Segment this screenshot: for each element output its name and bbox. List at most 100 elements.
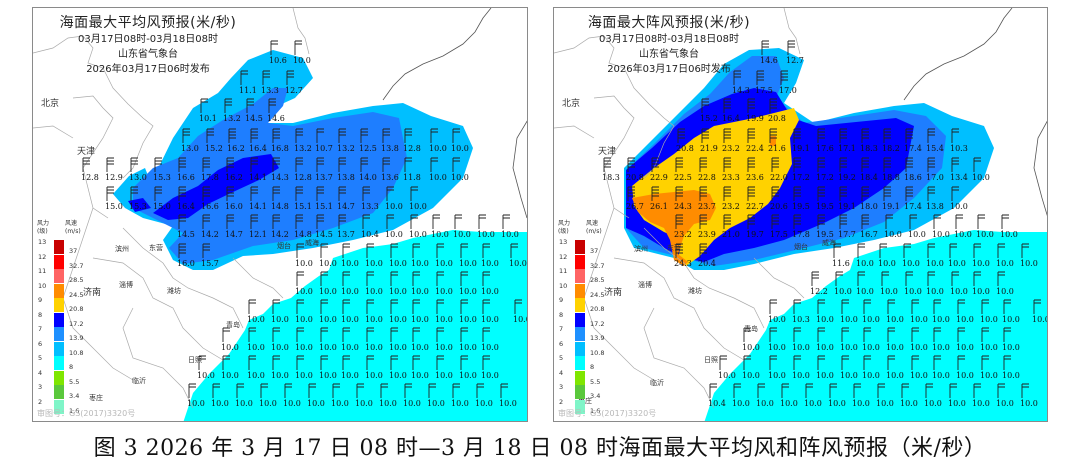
wind-barb-icon [701, 98, 709, 113]
wind-barb-icon [130, 157, 138, 172]
wind-barb-icon [284, 383, 292, 398]
wind-barb-icon [951, 157, 959, 172]
wind-barb-icon [699, 157, 707, 172]
wind-barb-icon [627, 157, 635, 172]
wind-barb-icon [793, 299, 801, 314]
wind-barb-icon [366, 327, 374, 342]
city-weifang: 潍坊 [167, 287, 181, 295]
wind-barb-icon [1021, 383, 1029, 398]
station-wind-value: 10.0 [862, 343, 880, 352]
wind-barb-icon [226, 214, 234, 229]
station-labels: 14.6 12.7 14.3 17.5 17.0 15.2 16.4 19.9 20.8 20.8… [602, 40, 1047, 408]
wind-barb-icon [382, 128, 390, 143]
wind-barb-icon [270, 40, 278, 55]
station-wind-value: 12.7 [786, 56, 804, 65]
wind-barb-icon [250, 157, 258, 172]
wind-barb-icon [452, 383, 460, 398]
wind-barb-icon [272, 355, 280, 370]
wind-barb-icon [436, 355, 444, 370]
legend-speed-label: 20.8 [69, 305, 84, 313]
station-wind-value: 10.0 [948, 259, 966, 268]
station-wind-value: 10.0 [341, 259, 359, 268]
wind-barb-icon [841, 299, 849, 314]
station-wind-value: 10.0 [319, 287, 337, 296]
wind-barb-icon [248, 327, 256, 342]
wind-barb-icon [202, 243, 210, 258]
wind-barb-icon [356, 383, 364, 398]
legend-level-label: 8 [38, 310, 43, 319]
station-wind-value: 10.0 [293, 56, 311, 65]
legend-level-label: 12 [38, 252, 47, 261]
wind-barb-icon [338, 128, 346, 143]
station-wind-value: 10.0 [427, 399, 445, 408]
legend-speed-label: 28.5 [69, 276, 84, 284]
wind-barb-icon [222, 355, 230, 370]
legend-swatch [575, 254, 585, 269]
wind-barb-icon [404, 128, 412, 143]
legend-speed-label: 17.2 [590, 319, 605, 328]
station-wind-value: 14.6 [760, 56, 778, 65]
wind-barb-icon [250, 214, 258, 229]
wind-barb-icon [200, 98, 208, 113]
station-wind-value: 20.8 [768, 114, 786, 123]
wind-barb-icon [296, 355, 304, 370]
station-wind-value: 10.0 [435, 287, 453, 296]
map-title-block: 海面最大阵风预报(米/秒) 03月17日08时-03月18日08时 山东省气象台… [554, 12, 784, 77]
wind-barb-icon [927, 186, 935, 201]
legend-speed-label: 32.7 [590, 261, 605, 270]
legend-swatch [575, 399, 585, 414]
station-wind-value: 10.0 [732, 399, 750, 408]
wind-barb-icon [228, 128, 236, 143]
wind-barb-icon [286, 70, 294, 85]
wind-barb-icon [454, 214, 462, 229]
issue-time: 2026年03月17日06时发布 [86, 64, 210, 75]
station-wind-value: 10.0 [972, 399, 990, 408]
station-wind-value: 10.0 [211, 399, 229, 408]
wind-barb-icon [412, 327, 420, 342]
legend-swatch [54, 370, 64, 385]
city-zibo: 淄博 [119, 281, 133, 289]
station-wind-value: 10.0 [828, 399, 846, 408]
station-wind-value: 10.0 [221, 371, 239, 380]
station-wind-value: 24.3 [674, 202, 692, 211]
wind-barb-icon [817, 327, 825, 342]
station-wind-value: 17.2 [816, 173, 834, 182]
wind-barb-icon [240, 70, 248, 85]
issuer: 山东省气象台 [118, 49, 178, 60]
wind-barb-icon [226, 186, 234, 201]
legend-swatch [54, 312, 64, 327]
wind-barb-icon [390, 299, 398, 314]
station-wind-value: 10.0 [341, 343, 359, 352]
station-wind-value: 10.0 [431, 230, 449, 239]
wind-barb-icon [733, 70, 741, 85]
legend-level-label: 4 [559, 368, 564, 377]
wind-barb-icon [973, 383, 981, 398]
legend-speed-label: 28.5 [590, 276, 605, 284]
wind-barb-icon [250, 186, 258, 201]
wind-barb-icon [1021, 243, 1029, 258]
station-wind-value: 12.1 [249, 230, 267, 239]
wind-barb-icon [188, 383, 196, 398]
legend-swatch [54, 341, 64, 356]
issue-time: 2026年03月17日06时发布 [607, 64, 731, 75]
city-qingdao: 青岛 [744, 325, 758, 333]
station-wind-value: 10.0 [459, 371, 477, 380]
wind-barb-icon [933, 355, 941, 370]
wind-barb-icon [861, 186, 869, 201]
station-wind-value: 12.5 [359, 144, 377, 153]
wind-barb-icon [957, 299, 965, 314]
wind-barb-icon [805, 383, 813, 398]
station-wind-value: 10.0 [1002, 315, 1020, 324]
wind-barb-icon [723, 214, 731, 229]
wind-barb-icon [829, 383, 837, 398]
wind-barb-icon [82, 157, 90, 172]
station-wind-value: 10.0 [379, 399, 397, 408]
station-wind-value: 10.0 [932, 315, 950, 324]
wind-barb-icon [925, 383, 933, 398]
station-wind-value: 13.4 [950, 173, 968, 182]
wind-barb-icon [769, 355, 777, 370]
wind-barb-icon [338, 186, 346, 201]
wind-barb-icon [887, 355, 895, 370]
wind-barb-icon [248, 299, 256, 314]
wind-barb-icon [781, 383, 789, 398]
